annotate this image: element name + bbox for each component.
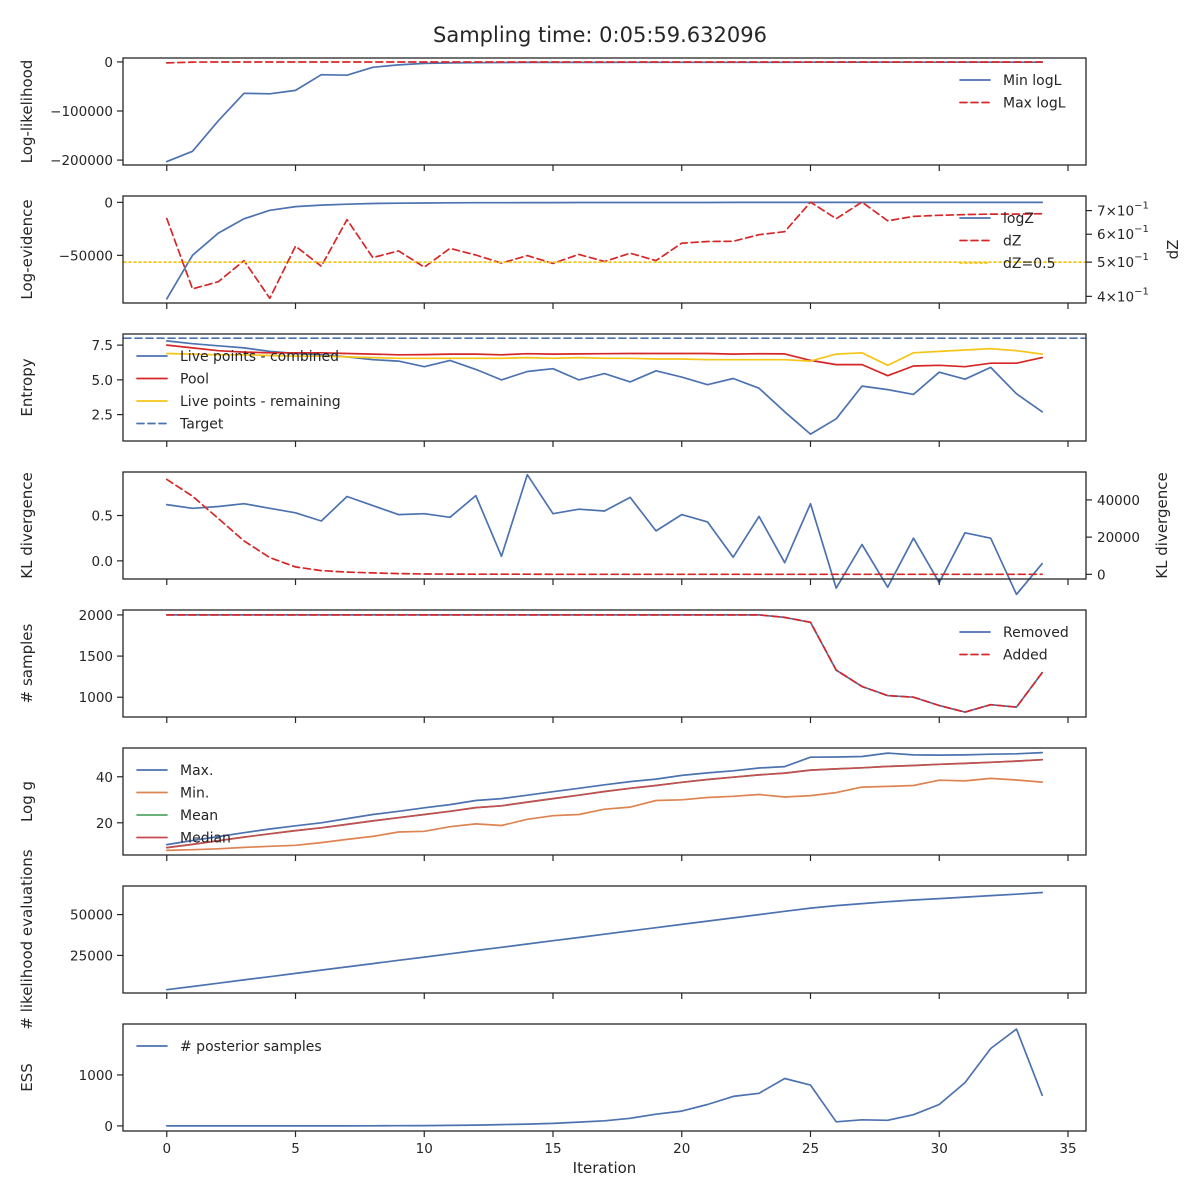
y-tick-label: 0 (104, 1119, 113, 1135)
y-tick-label: 0 (104, 195, 113, 211)
x-tick-label: 0 (162, 1141, 171, 1157)
figure-title: Sampling time: 0:05:59.632096 (433, 23, 767, 47)
y-axis-label: ESS (18, 1063, 36, 1092)
series-dz-line (167, 202, 1042, 298)
legend-label: Target (179, 417, 224, 433)
legend: # posterior samples (137, 1039, 322, 1055)
legend-label: Added (1003, 648, 1048, 664)
y2-axis-label: dZ (1164, 240, 1182, 260)
axes-root: 0 −100000 −200000 Log-likelihood Min logL Max… (18, 55, 1182, 1177)
series-secondary-line (167, 479, 1042, 574)
x-tick-label: 25 (802, 1141, 819, 1157)
legend: Live points - combined Pool Live points - … (137, 349, 341, 433)
panel-2: 0 −50000 4×10−1 5×10−1 6×10−1 7×10−1 Log-evide… (18, 195, 1182, 309)
y2-tick-label: 4×10−1 (1097, 286, 1149, 305)
series-logz-line (167, 202, 1042, 298)
legend-label: logZ (1003, 211, 1034, 227)
x-tick-label: 20 (673, 1141, 690, 1157)
axes-frame (123, 196, 1086, 303)
panel-8: 0 5 10 15 20 25 30 35 0 1000 ESS Iteration # posteri… (18, 1024, 1086, 1177)
y-tick-label: 40 (96, 770, 113, 786)
y2-tick-label: 6×10−1 (1097, 224, 1149, 243)
series-mean-line (167, 760, 1042, 848)
panel-4: 0.0 0.5 0 20000 40000 KL divergence KL diverge… (18, 472, 1171, 594)
y-tick-label: 7.5 (92, 338, 113, 354)
x-tick-label: 15 (544, 1141, 561, 1157)
y2-tick-label: 7×10−1 (1097, 201, 1149, 220)
y-tick-label: −50000 (59, 248, 113, 264)
y-tick-label: 1500 (79, 649, 113, 665)
legend: logZ dZ dZ=0.5 (960, 211, 1055, 272)
x-tick-label: 5 (291, 1141, 300, 1157)
y-axis-label: # likelihood evaluations (18, 849, 36, 1029)
legend-label: Pool (180, 372, 209, 388)
y-tick-label: 5.0 (92, 373, 113, 389)
axes-frame (123, 58, 1086, 165)
y-tick-label: 1000 (79, 1068, 113, 1084)
legend-label: Live points - remaining (180, 394, 341, 410)
legend-label: # posterior samples (180, 1039, 322, 1055)
y-axis-label: Log-likelihood (18, 60, 36, 164)
y-tick-label: 2000 (79, 608, 113, 624)
y-tick-label: 1000 (79, 690, 113, 706)
series-primary-line (167, 893, 1042, 990)
figure: Sampling time: 0:05:59.632096 0 −100000 −2… (0, 0, 1200, 1200)
y2-tick-label: 5×10−1 (1097, 252, 1149, 271)
y2-axis-label: KL divergence (1153, 472, 1171, 578)
legend-label: Min. (180, 786, 209, 802)
panel-6: 20 40 Log g Max. Min. Mean Median (18, 748, 1086, 861)
x-tick-label: 10 (416, 1141, 433, 1157)
legend-label: Min logL (1003, 73, 1062, 89)
legend-label: Mean (180, 808, 218, 824)
series-median-line (167, 760, 1042, 848)
series-min--line (167, 778, 1042, 850)
y2-tick-label: 40000 (1097, 493, 1140, 509)
legend-label: dZ (1003, 234, 1021, 250)
series-primary-line (167, 475, 1042, 595)
y2-tick-label: 20000 (1097, 530, 1140, 546)
y-tick-label: −100000 (50, 104, 113, 120)
y-tick-label: 0.5 (92, 509, 113, 525)
x-tick-label: 30 (931, 1141, 948, 1157)
y-tick-label: 2.5 (92, 408, 113, 424)
y-tick-label: 0.0 (92, 554, 113, 570)
y2-tick-label: 0 (1097, 567, 1106, 583)
panel-7: 25000 50000 # likelihood evaluations (18, 849, 1086, 1029)
legend: Max. Min. Mean Median (137, 763, 231, 847)
axes-frame (123, 610, 1086, 717)
legend-label: dZ=0.5 (1003, 256, 1055, 272)
panel-3: 2.5 5.0 7.5 Entropy Live points - combined Po… (18, 334, 1086, 447)
y-tick-label: 20 (96, 816, 113, 832)
legend-label: Max. (180, 763, 213, 779)
x-axis-label: Iteration (573, 1159, 637, 1177)
y-axis-label: Log-evidence (18, 199, 36, 299)
legend-label: Live points - combined (180, 349, 339, 365)
legend-label: Median (180, 831, 231, 847)
y-axis-label: # samples (18, 623, 36, 703)
y-tick-label: 0 (104, 55, 113, 71)
series-removed-line (167, 615, 1042, 712)
y-axis-label: Log g (18, 781, 36, 822)
x-tick-label: 35 (1059, 1141, 1076, 1157)
panel-1: 0 −100000 −200000 Log-likelihood Min logL Max… (18, 55, 1086, 171)
axes-frame (123, 472, 1086, 579)
y-tick-label: −200000 (50, 153, 113, 169)
y-tick-label: 25000 (70, 948, 113, 964)
y-tick-label: 50000 (70, 908, 113, 924)
series-min-logl-line (167, 62, 1042, 161)
legend: Min logL Max logL (960, 73, 1066, 112)
panel-5: 1000 1500 2000 # samples Removed Added (18, 608, 1086, 723)
y-axis-label: Entropy (18, 358, 36, 416)
legend-label: Max logL (1003, 96, 1066, 112)
legend-label: Removed (1003, 625, 1069, 641)
legend: Removed Added (960, 625, 1069, 664)
y-axis-label: KL divergence (18, 472, 36, 578)
